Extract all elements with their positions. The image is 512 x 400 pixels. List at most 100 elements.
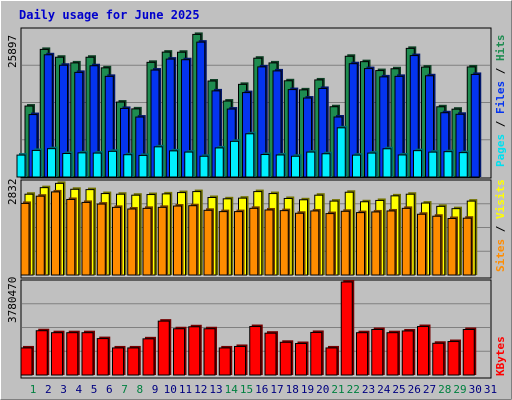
bar-pages-day-25 bbox=[382, 148, 392, 178]
bar-sites-day-9 bbox=[142, 207, 152, 276]
bar-sites-day-21 bbox=[325, 213, 335, 276]
bar-sites-day-27 bbox=[417, 213, 426, 276]
bar-kbytes-day-16 bbox=[249, 326, 262, 376]
right-legend-middle: Sites / Visits bbox=[494, 179, 507, 272]
bar-sites-day-29 bbox=[447, 218, 457, 276]
bar-pages-day-5 bbox=[77, 152, 87, 178]
bar-pages-day-11 bbox=[169, 150, 178, 178]
bar-kbytes-day-12 bbox=[188, 326, 201, 376]
bar-pages-day-2 bbox=[31, 149, 41, 178]
bar-pages-day-22 bbox=[336, 127, 346, 178]
x-tick-label-4: 4 bbox=[75, 383, 82, 396]
legend-sep-1: / bbox=[494, 120, 507, 127]
bar-kbytes-day-29 bbox=[447, 341, 460, 376]
legend-visits: Visits bbox=[494, 179, 507, 219]
legend-pages: Pages bbox=[494, 134, 507, 167]
bar-sites-day-6 bbox=[96, 203, 106, 276]
bar-sites-day-17 bbox=[264, 209, 274, 276]
bar-kbytes-day-6 bbox=[96, 338, 109, 376]
bar-kbytes-day-27 bbox=[417, 326, 429, 376]
bar-kbytes-day-30 bbox=[462, 328, 475, 376]
bar-sites-day-11 bbox=[173, 205, 182, 276]
bar-pages-day-28 bbox=[428, 151, 438, 178]
bar-pages-day-7 bbox=[108, 150, 117, 178]
legend-files: Files bbox=[494, 81, 507, 114]
x-tick-label-27: 27 bbox=[423, 383, 436, 396]
x-tick-label-7: 7 bbox=[121, 383, 128, 396]
x-tick-label-18: 18 bbox=[286, 383, 299, 396]
bar-kbytes-day-4 bbox=[66, 332, 79, 376]
bar-sites-day-28 bbox=[432, 215, 442, 276]
bar-kbytes-day-18 bbox=[279, 341, 292, 376]
bar-pages-day-27 bbox=[413, 150, 422, 178]
bar-sites-day-15 bbox=[234, 211, 243, 276]
x-tick-label-21: 21 bbox=[331, 383, 344, 396]
bar-pages-day-18 bbox=[275, 154, 285, 178]
bar-kbytes-day-25 bbox=[386, 332, 399, 376]
bar-kbytes-day-24 bbox=[371, 328, 384, 376]
bar-pages-day-19 bbox=[291, 155, 300, 178]
bar-sites-day-26 bbox=[401, 207, 411, 276]
legend-kbytes: KBytes bbox=[494, 336, 507, 376]
bar-sites-day-7 bbox=[112, 206, 121, 276]
x-axis-labels: 1 2 3 4 5 6 7 8 9 10 11 12 13 14 15 16 17 18 19 20 21 22 23 24 2… bbox=[30, 383, 497, 396]
bar-kbytes-day-19 bbox=[295, 343, 307, 376]
bar-pages-day-6 bbox=[92, 152, 102, 178]
x-tick-label-31: 31 bbox=[484, 383, 497, 396]
bars-layer bbox=[16, 32, 482, 376]
x-tick-label-19: 19 bbox=[301, 383, 314, 396]
bar-sites-day-10 bbox=[157, 206, 167, 276]
bar-pages-day-30 bbox=[458, 152, 468, 178]
legend-sites: Sites bbox=[494, 239, 507, 272]
bar-kbytes-day-20 bbox=[310, 331, 323, 376]
bar-pages-day-9 bbox=[138, 154, 148, 178]
bar-sites-day-14 bbox=[218, 211, 228, 276]
x-tick-label-20: 20 bbox=[316, 383, 329, 396]
bar-sites-day-1 bbox=[20, 202, 30, 276]
bar-sites-day-30 bbox=[462, 217, 472, 276]
bar-kbytes-day-26 bbox=[401, 330, 414, 376]
bar-sites-day-3 bbox=[51, 191, 60, 276]
bar-sites-day-19 bbox=[295, 212, 304, 276]
bar-pages-day-23 bbox=[352, 154, 361, 178]
x-tick-label-15: 15 bbox=[240, 383, 253, 396]
chart-title: Daily usage for June 2025 bbox=[19, 8, 200, 22]
bar-sites-day-25 bbox=[386, 210, 396, 276]
bar-kbytes-day-13 bbox=[203, 328, 216, 376]
x-tick-label-9: 9 bbox=[152, 383, 159, 396]
bar-sites-day-20 bbox=[310, 210, 320, 276]
x-tick-label-28: 28 bbox=[438, 383, 451, 396]
bar-pages-day-3 bbox=[47, 148, 56, 178]
x-tick-label-1: 1 bbox=[30, 383, 37, 396]
bar-sites-day-5 bbox=[81, 201, 91, 276]
x-tick-label-24: 24 bbox=[377, 383, 391, 396]
bar-kbytes-day-10 bbox=[157, 320, 170, 376]
x-tick-label-16: 16 bbox=[255, 383, 268, 396]
x-tick-label-8: 8 bbox=[136, 383, 143, 396]
x-tick-label-6: 6 bbox=[106, 383, 113, 396]
bar-sites-day-23 bbox=[356, 212, 365, 276]
bar-kbytes-day-1 bbox=[20, 347, 33, 376]
legend-sep-3: / bbox=[494, 225, 507, 232]
x-tick-label-2: 2 bbox=[45, 383, 52, 396]
bar-pages-day-15 bbox=[230, 140, 239, 178]
bar-pages-day-16 bbox=[245, 133, 255, 178]
ymax-label-kbytes: 3780470 bbox=[6, 277, 19, 323]
bar-sites-day-13 bbox=[203, 209, 213, 276]
bar-kbytes-day-7 bbox=[112, 347, 124, 376]
x-tick-label-22: 22 bbox=[347, 383, 360, 396]
bar-pages-day-12 bbox=[184, 151, 194, 178]
x-tick-label-12: 12 bbox=[194, 383, 207, 396]
bar-kbytes-day-17 bbox=[264, 332, 277, 376]
x-tick-label-13: 13 bbox=[209, 383, 222, 396]
bar-sites-day-8 bbox=[127, 208, 137, 276]
right-legend-top: Pages / Files / Hits bbox=[494, 35, 507, 168]
x-tick-label-3: 3 bbox=[60, 383, 67, 396]
bar-pages-day-26 bbox=[397, 154, 407, 178]
bar-kbytes-day-9 bbox=[142, 338, 155, 376]
x-tick-label-25: 25 bbox=[392, 383, 405, 396]
bar-pages-day-20 bbox=[306, 151, 316, 178]
bar-pages-day-13 bbox=[199, 155, 209, 178]
x-tick-label-14: 14 bbox=[225, 383, 239, 396]
bar-kbytes-day-8 bbox=[127, 347, 140, 376]
